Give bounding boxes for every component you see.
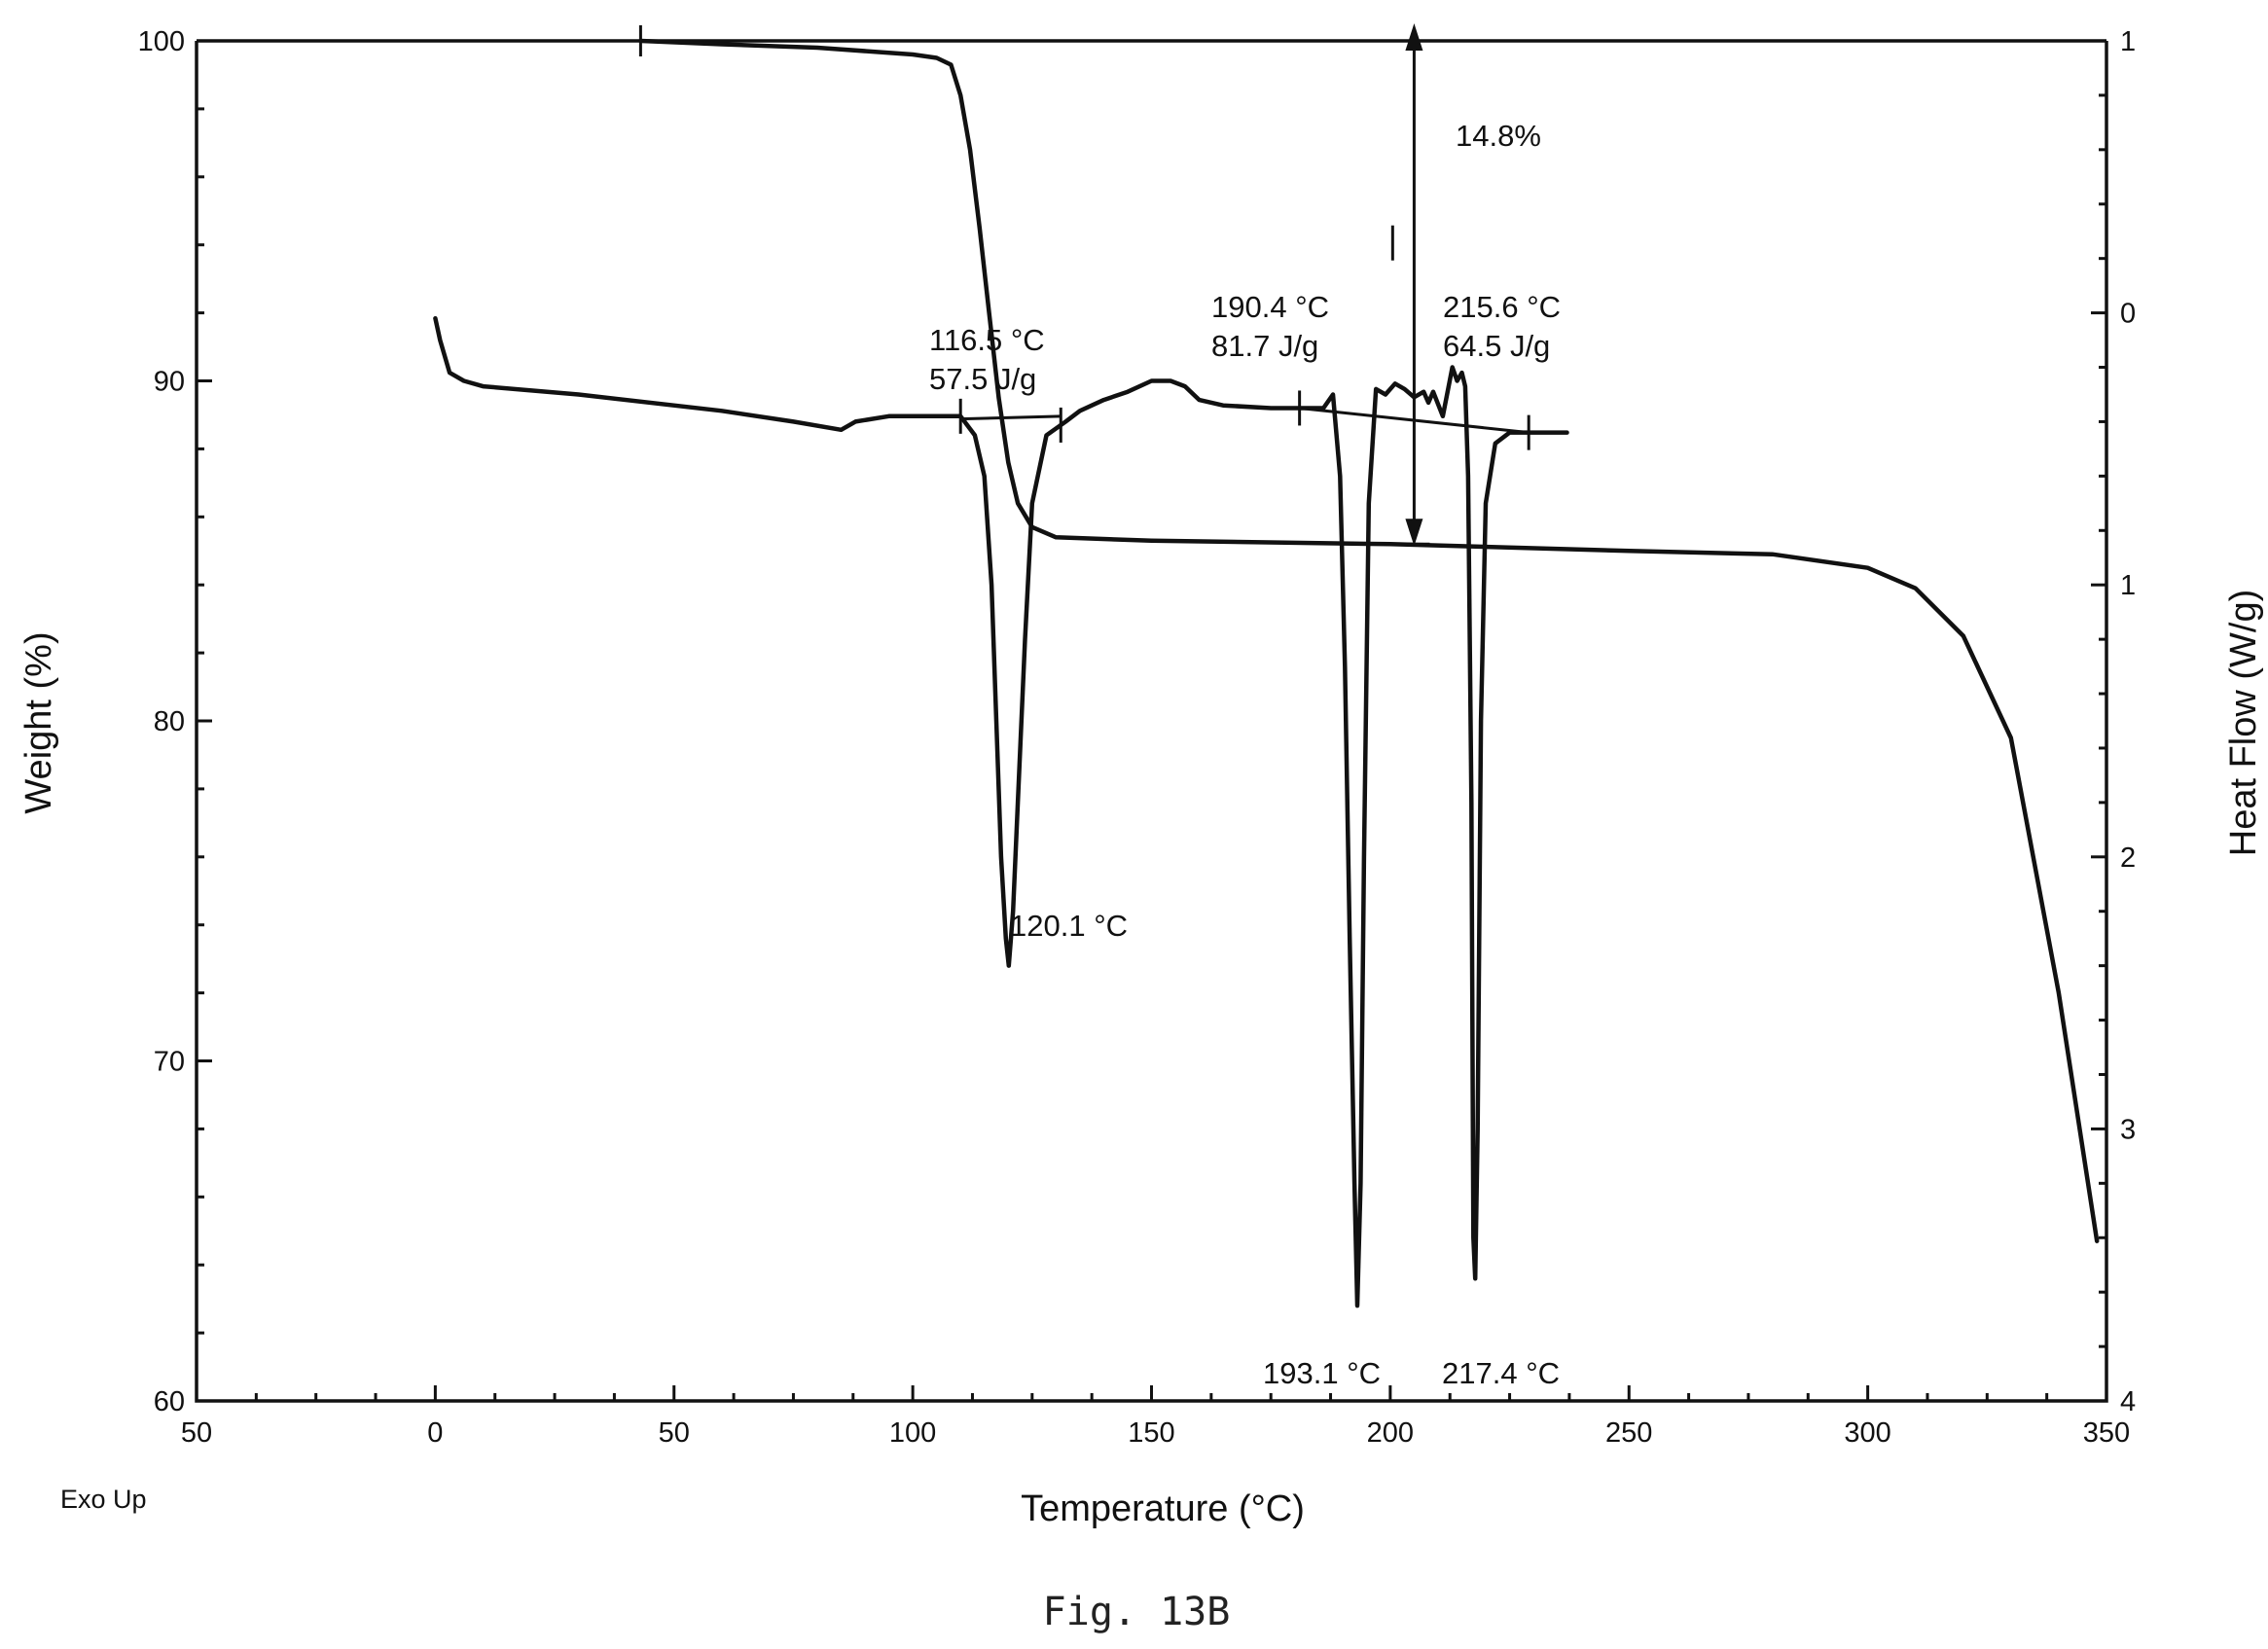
weight-loss-arrow-head-top [1405, 23, 1423, 51]
y-right-tick-label: 3 [2120, 1114, 2136, 1145]
y-right-tick-label: 0 [2120, 299, 2136, 330]
y-axis-left-title: Weight (%) [18, 631, 59, 813]
peak-annotation-line: 14.8% [1456, 119, 1541, 153]
peak-annotation: 14.8% [1456, 119, 1541, 153]
x-tick-label: 0 [427, 1417, 443, 1449]
y-left-tick-label: 60 [154, 1386, 185, 1417]
peak-annotation-line: 190.4 °C [1211, 290, 1329, 324]
x-axis-title: Temperature (°C) [1021, 1488, 1305, 1529]
x-tick-label: 200 [1367, 1417, 1414, 1449]
peak-annotation: 120.1 °C [1010, 909, 1128, 943]
y-left-tick-label: 70 [154, 1047, 185, 1078]
peak-annotation-line: 57.5 J/g [929, 362, 1036, 396]
x-tick-label: 150 [1128, 1417, 1174, 1449]
x-tick-label: 250 [1605, 1417, 1652, 1449]
x-tick-label: 350 [2083, 1417, 2130, 1449]
peak-annotation-line: 116.5 °C [929, 323, 1045, 357]
peak-annotation: 193.1 °C [1263, 1356, 1381, 1390]
peak-annotation-line: 81.7 J/g [1211, 329, 1318, 363]
tga-weight-curve [638, 38, 2100, 1243]
peak-annotation-line: 64.5 J/g [1443, 329, 1550, 363]
peak-annotation-line: 217.4 °C [1442, 1356, 1560, 1390]
peak-annotation: 215.6 °C 64.5 J/g [1443, 290, 1561, 363]
x-tick-label: 100 [889, 1417, 936, 1449]
curves [433, 38, 2100, 1308]
x-tick-label: 300 [1844, 1417, 1890, 1449]
integration-baseline [960, 414, 1062, 421]
peak-annotation: 190.4 °C 81.7 J/g [1211, 290, 1329, 363]
axes-frame [195, 41, 2108, 1403]
y-right-tick-label: 1 [2120, 570, 2136, 601]
y-axis-right-title: Heat Flow (W/g) [2223, 590, 2264, 856]
exo-up-label: Exo Up [60, 1485, 147, 1514]
x-tick-label: 50 [659, 1417, 690, 1449]
y-right-tick-label: 2 [2120, 842, 2136, 874]
peak-annotation: 116.5 °C 57.5 J/g [929, 323, 1045, 396]
figure-caption: Fig. 13B [1043, 1590, 1231, 1634]
y-left-tick-label: 80 [154, 706, 185, 737]
peak-annotation: 217.4 °C [1442, 1356, 1560, 1390]
x-tick-label: 50 [181, 1417, 212, 1449]
peak-annotation-line: 120.1 °C [1010, 909, 1128, 943]
y-right-tick-label: 1 [2120, 26, 2136, 57]
y-left-tick-label: 90 [154, 367, 185, 398]
integration-markers [638, 23, 1530, 547]
axes: 50 0 50 100 150 200 250 300 350 60 70 80 90 100 1 0 1 2 3 4 [138, 26, 2137, 1449]
peak-annotation-line: 193.1 °C [1263, 1356, 1381, 1390]
dsc-heat-flow-curve [433, 315, 1569, 1308]
y-left-tick-label: 100 [138, 26, 185, 57]
y-right-tick-label: 4 [2120, 1386, 2136, 1417]
annotations: 116.5 °C 57.5 J/g 120.1 °C 190.4 °C 81.7 J/g… [929, 119, 1561, 1390]
peak-annotation-line: 215.6 °C [1443, 290, 1561, 324]
weight-loss-arrow-head-bottom [1405, 519, 1423, 547]
